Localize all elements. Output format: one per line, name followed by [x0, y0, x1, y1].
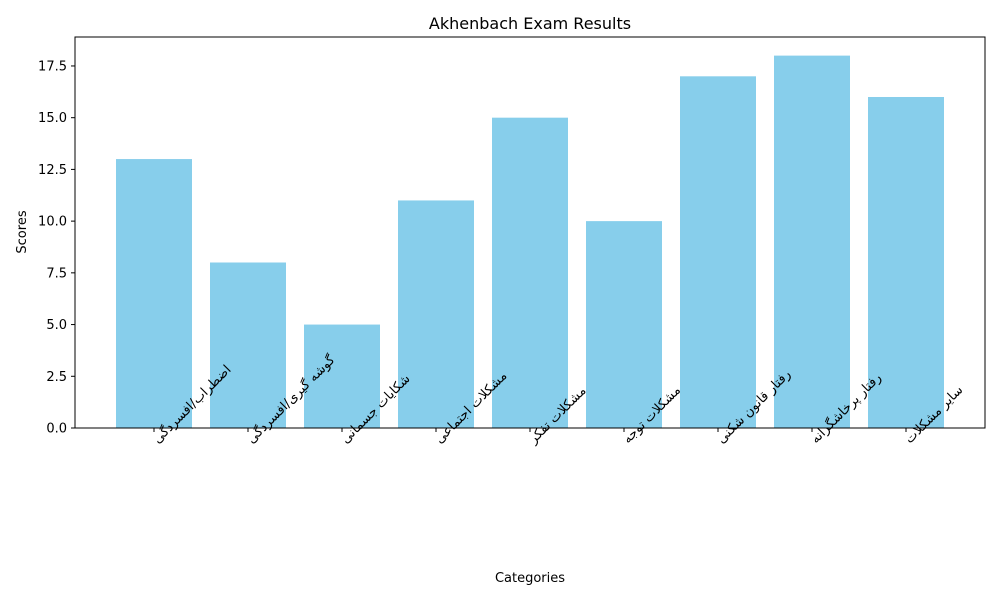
y-tick-label: 2.5 — [46, 370, 67, 385]
y-tick-label: 5.0 — [46, 318, 67, 333]
bar-7 — [680, 76, 756, 428]
bar-8 — [774, 55, 850, 428]
y-tick-label: 12.5 — [38, 163, 67, 178]
bar-6 — [586, 221, 662, 428]
y-tick-label: 7.5 — [46, 266, 67, 281]
y-tick-label: 17.5 — [38, 59, 67, 74]
y-tick-label: 10.0 — [38, 215, 67, 230]
y-axis: 0.0 2.5 5.0 7.5 10.0 12.5 15.0 17.5 — [38, 59, 75, 437]
x-axis-label: Categories — [495, 571, 565, 586]
bar-2 — [210, 262, 286, 428]
bar-4 — [398, 200, 474, 428]
y-tick-label: 15.0 — [38, 111, 67, 126]
y-axis-label: Scores — [15, 210, 30, 253]
plot-frame — [74, 36, 986, 429]
y-tick-label: 0.0 — [46, 422, 67, 437]
bar-5 — [492, 117, 568, 428]
bars-group — [116, 55, 944, 429]
bar-3 — [304, 324, 380, 428]
bar-9 — [868, 96, 944, 429]
chart-title: Akhenbach Exam Results — [429, 14, 631, 33]
bar-1 — [116, 159, 192, 428]
